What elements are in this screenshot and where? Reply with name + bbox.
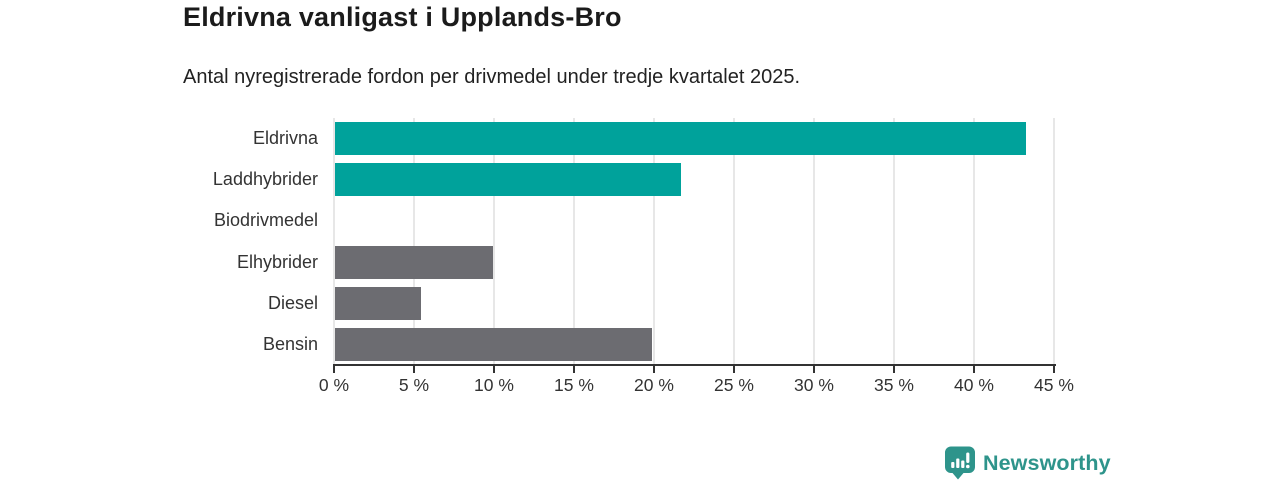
axis-tick <box>413 366 415 373</box>
category-label: Bensin <box>262 333 318 354</box>
category-label: Diesel <box>267 292 318 313</box>
axis-tick <box>653 366 655 373</box>
axis-tick-label: 10 % <box>474 375 514 395</box>
bar <box>335 122 1027 156</box>
bar <box>335 286 422 320</box>
gridline <box>573 118 575 365</box>
axis-tick-label: 15 % <box>554 375 594 395</box>
brand-footer: Newsworthy <box>944 446 1111 480</box>
gridline <box>493 118 495 365</box>
gridline <box>413 118 415 365</box>
axis-tick-label: 25 % <box>714 375 754 395</box>
bar <box>335 163 681 197</box>
plot-area <box>333 118 1055 365</box>
axis-tick <box>573 366 575 373</box>
axis-tick-label: 30 % <box>794 375 834 395</box>
gridline <box>813 118 815 365</box>
axis-tick-label: 45 % <box>1034 375 1074 395</box>
gridline <box>893 118 895 365</box>
axis-tick-label: 5 % <box>398 375 430 395</box>
chart-subtitle: Antal nyregistrerade fordon per drivmede… <box>183 66 801 88</box>
axis-tick-label: 20 % <box>634 375 674 395</box>
axis-tick-label: 40 % <box>954 375 994 395</box>
axis-tick <box>333 366 335 373</box>
category-label: Elhybrider <box>236 251 318 272</box>
gridline <box>733 118 735 365</box>
gridline <box>973 118 975 365</box>
x-axis-line <box>333 364 1056 366</box>
category-label: Laddhybrider <box>212 169 318 190</box>
chart-title: Eldrivna vanligast i Upplands-Bro <box>183 2 622 32</box>
brand-name: Newsworthy <box>983 450 1111 475</box>
gridline <box>653 118 655 365</box>
axis-tick <box>1053 366 1055 373</box>
axis-tick <box>733 366 735 373</box>
axis-tick-label: 0 % <box>318 375 350 395</box>
axis-tick-label: 35 % <box>874 375 914 395</box>
bar <box>335 245 494 279</box>
bar <box>335 327 652 361</box>
category-label: Eldrivna <box>252 128 318 149</box>
gridline <box>1053 118 1055 365</box>
axis-tick <box>893 366 895 373</box>
category-label: Biodrivmedel <box>213 210 318 231</box>
newsworthy-logo-icon <box>945 446 975 480</box>
axis-tick <box>493 366 495 373</box>
category-labels: Eldrivna Laddhybrider Biodrivmedel Elhybrid… <box>0 118 318 365</box>
gridline <box>333 118 335 365</box>
axis-tick <box>813 366 815 373</box>
axis-tick <box>973 366 975 373</box>
